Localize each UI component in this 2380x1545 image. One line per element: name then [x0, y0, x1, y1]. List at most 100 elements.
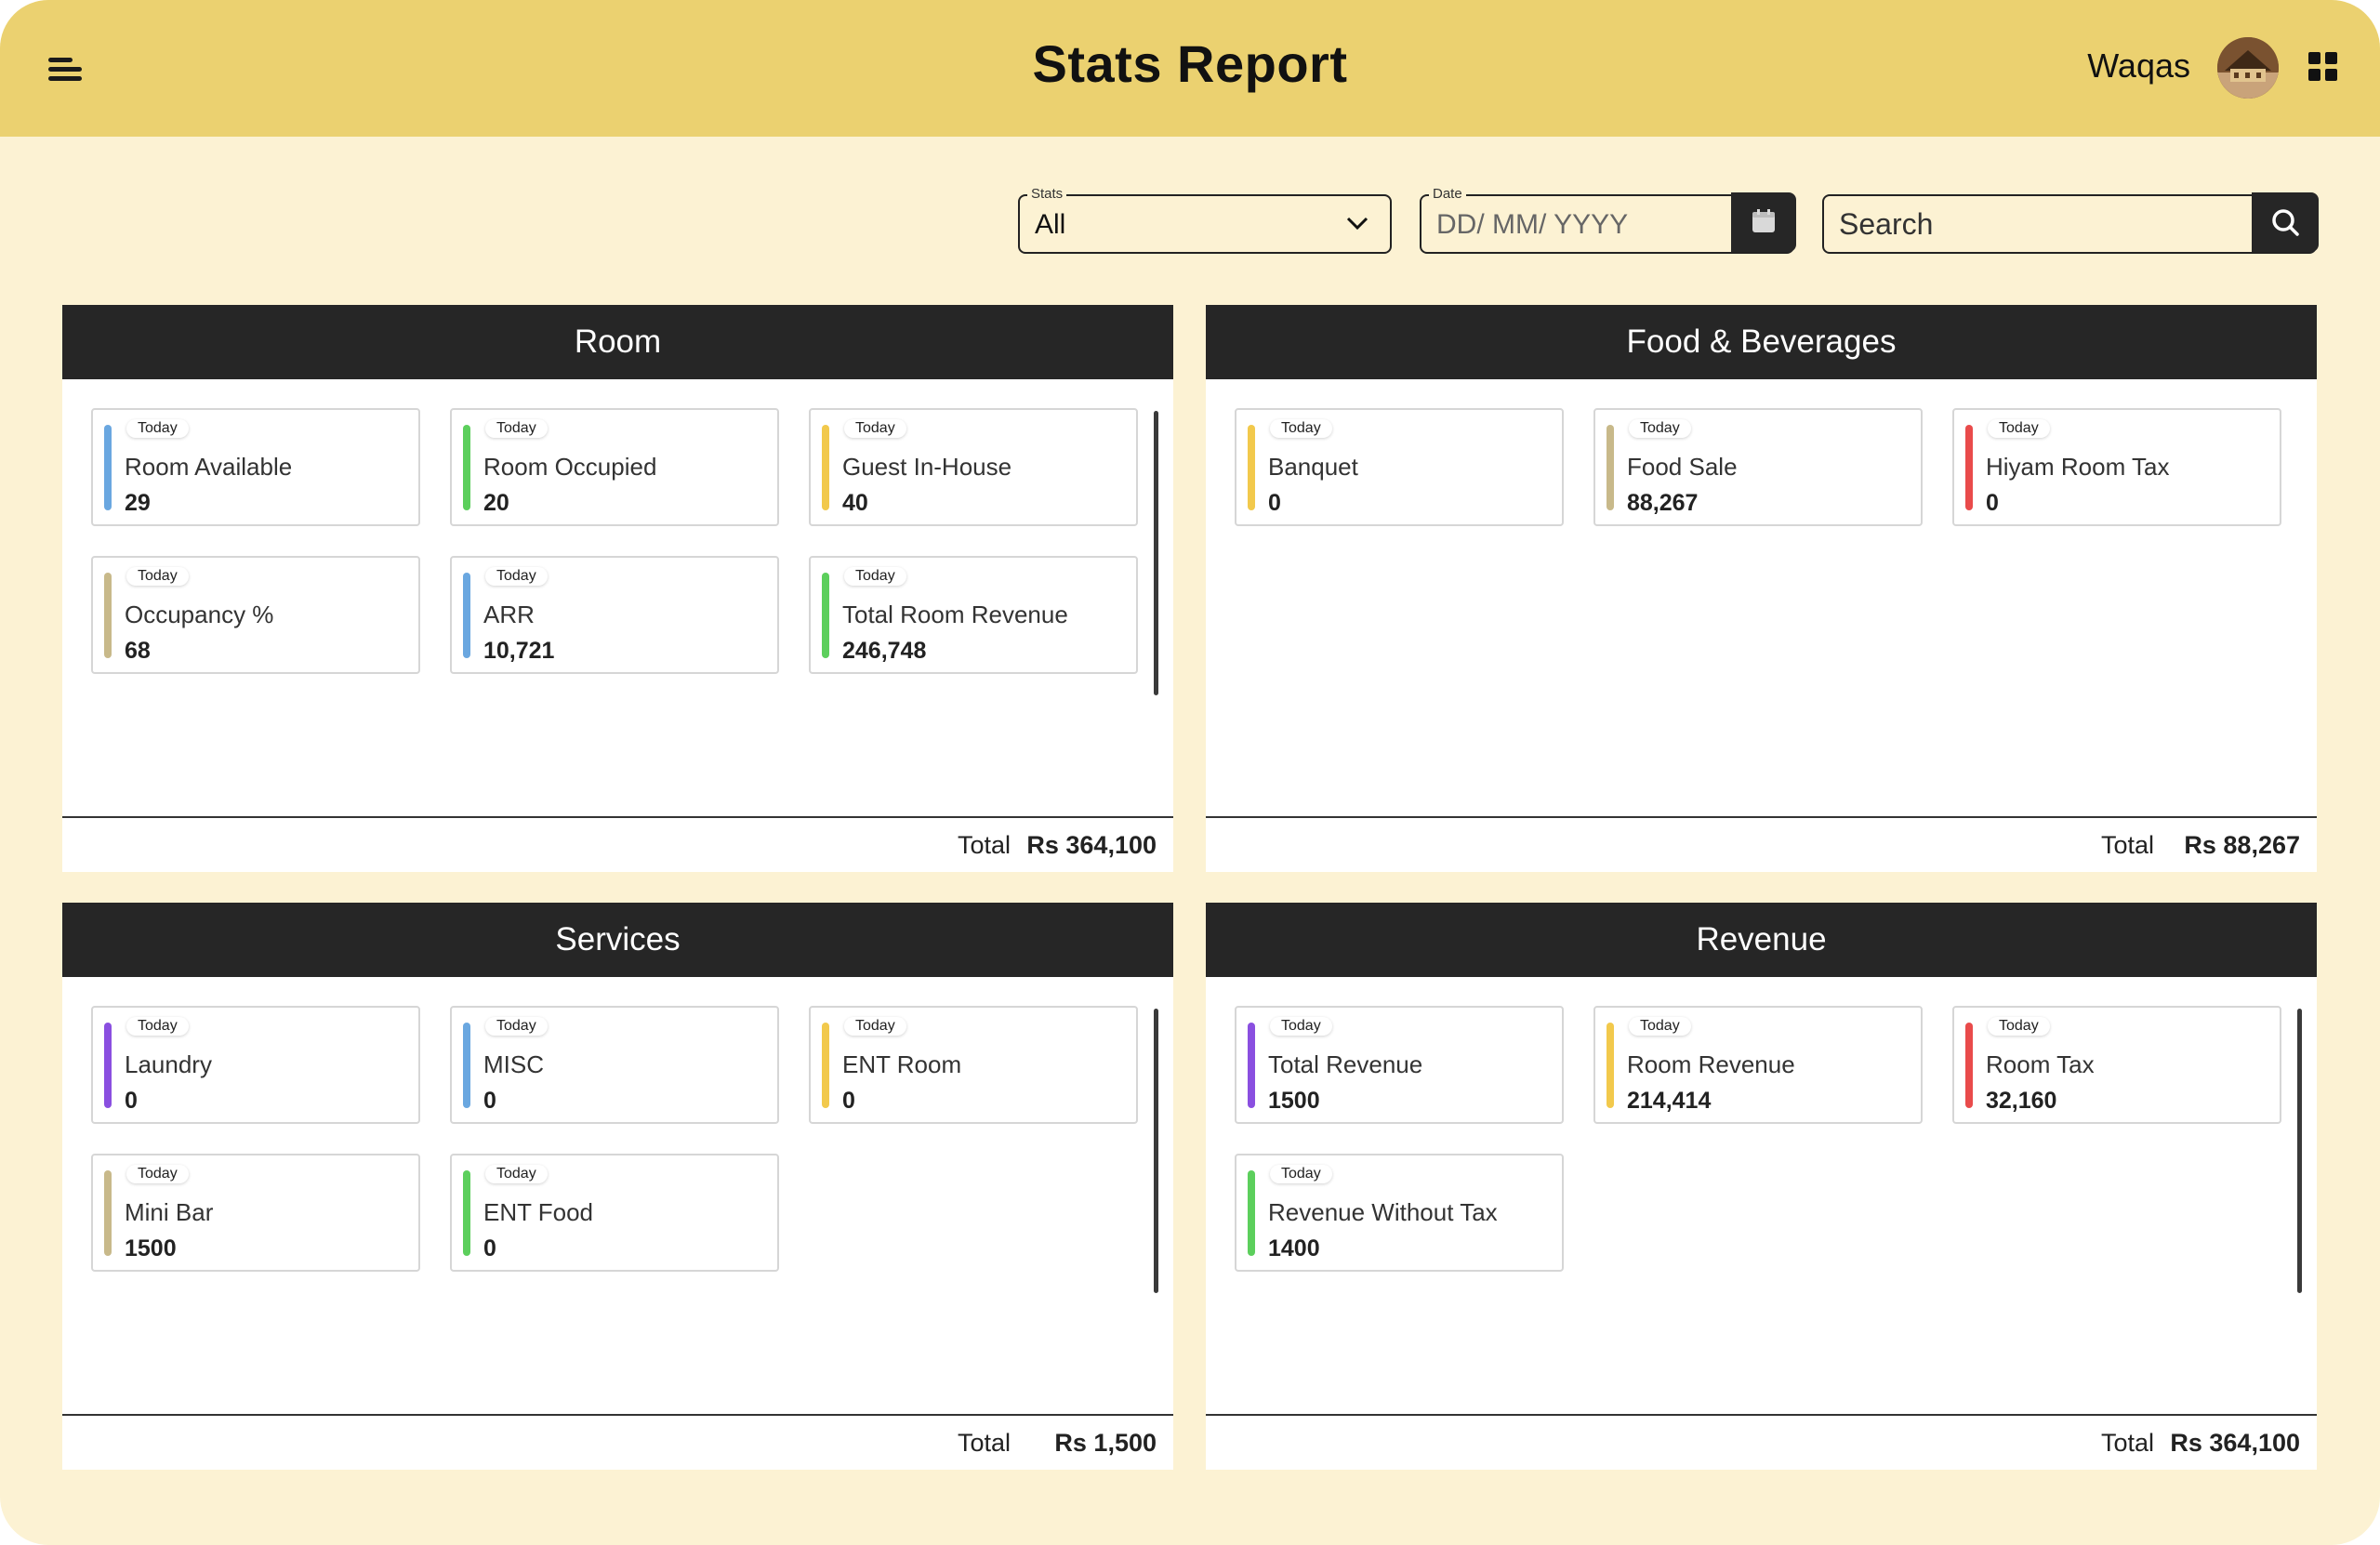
card-color-bar: [822, 1023, 829, 1108]
card-label: Occupancy %: [125, 601, 274, 628]
top-bar: Stats Report Waqas: [0, 0, 2380, 137]
card-badge: Today: [126, 1017, 189, 1036]
card-label: Banquet: [1268, 453, 1358, 481]
card-badge: Today: [1988, 419, 2050, 438]
card-label: Mini Bar: [125, 1198, 214, 1226]
room-panel: Room Today Room Available 29 Today Room …: [62, 305, 1173, 872]
search-box: [1822, 192, 2319, 254]
stat-card-arr[interactable]: Today ARR 10,721: [450, 556, 779, 674]
card-badge: Today: [126, 567, 189, 586]
stat-card-laundry[interactable]: Today Laundry 0: [91, 1006, 420, 1124]
stat-card-guest-in-house[interactable]: Today Guest In-House 40: [809, 408, 1138, 526]
card-color-bar: [1248, 1023, 1255, 1108]
card-value: 0: [1986, 490, 1999, 516]
stat-card-total-revenue[interactable]: Today Total Revenue 1500: [1235, 1006, 1564, 1124]
card-badge: Today: [485, 419, 548, 438]
stat-card-banquet[interactable]: Today Banquet 0: [1235, 408, 1564, 526]
revenue-panel-footer: Total Rs 364,100: [1206, 1414, 2317, 1470]
stat-card-mini-bar[interactable]: Today Mini Bar 1500: [91, 1154, 420, 1272]
stat-card-room-available[interactable]: Today Room Available 29: [91, 408, 420, 526]
card-badge: Today: [485, 1017, 548, 1036]
stat-card-room-occupied[interactable]: Today Room Occupied 20: [450, 408, 779, 526]
services-scrollbar[interactable]: [1154, 1009, 1158, 1293]
stat-card-total-room-revenue[interactable]: Today Total Room Revenue 246,748: [809, 556, 1138, 674]
card-value: 0: [483, 1088, 496, 1114]
card-label: Guest In-House: [842, 453, 1012, 481]
card-badge: Today: [1629, 419, 1691, 438]
revenue-panel: Revenue Today Total Revenue 1500 Today R…: [1206, 903, 2317, 1470]
card-label: Total Room Revenue: [842, 601, 1068, 628]
card-badge: Today: [844, 1017, 906, 1036]
card-badge: Today: [1988, 1017, 2050, 1036]
card-color-bar: [463, 1023, 470, 1108]
stat-card-room-revenue[interactable]: Today Room Revenue 214,414: [1593, 1006, 1923, 1124]
chevron-down-icon: [1346, 217, 1368, 231]
card-color-bar: [104, 573, 112, 658]
card-value: 20: [483, 490, 509, 516]
card-color-bar: [1606, 1023, 1614, 1108]
card-label: Laundry: [125, 1050, 212, 1078]
card-label: Room Available: [125, 453, 293, 481]
card-label: ARR: [483, 601, 535, 628]
stat-card-room-tax[interactable]: Today Room Tax 32,160: [1952, 1006, 2281, 1124]
calendar-button[interactable]: [1731, 192, 1796, 252]
card-badge: Today: [485, 567, 548, 586]
card-label: Total Revenue: [1268, 1050, 1423, 1078]
date-field-legend: Date: [1429, 186, 1466, 202]
services-panel: Services Today Laundry 0 Today MISC 0 To…: [62, 903, 1173, 1470]
card-color-bar: [1606, 425, 1614, 510]
card-color-bar: [104, 1023, 112, 1108]
total-label: Total: [2100, 831, 2154, 859]
card-value: 0: [842, 1088, 855, 1114]
room-scrollbar[interactable]: [1154, 411, 1158, 695]
card-color-bar: [463, 1170, 470, 1256]
stat-card-ent-room[interactable]: Today ENT Room 0: [809, 1006, 1138, 1124]
card-color-bar: [1965, 1023, 1973, 1108]
revenue-panel-title: Revenue: [1206, 903, 2317, 977]
card-value: 32,160: [1986, 1088, 2057, 1114]
card-value: 0: [125, 1088, 138, 1114]
card-value: 1500: [125, 1235, 177, 1261]
stat-card-hiyam-room-tax[interactable]: Today Hiyam Room Tax 0: [1952, 408, 2281, 526]
room-panel-footer: Total Rs 364,100: [62, 816, 1173, 872]
card-color-bar: [1248, 1170, 1255, 1256]
card-badge: Today: [1629, 1017, 1691, 1036]
total-value: Rs 1,500: [1054, 1429, 1157, 1457]
card-color-bar: [463, 573, 470, 658]
menu-icon[interactable]: [48, 56, 84, 82]
card-color-bar: [104, 425, 112, 510]
card-value: 40: [842, 490, 868, 516]
stat-card-food-sale[interactable]: Today Food Sale 88,267: [1593, 408, 1923, 526]
search-button[interactable]: [2252, 192, 2319, 252]
stat-card-occupancy[interactable]: Today Occupancy % 68: [91, 556, 420, 674]
stat-card-ent-food[interactable]: Today ENT Food 0: [450, 1154, 779, 1272]
stat-card-misc[interactable]: Today MISC 0: [450, 1006, 779, 1124]
stats-select-legend: Stats: [1027, 186, 1067, 202]
avatar[interactable]: [2217, 37, 2279, 99]
total-label: Total: [957, 831, 1011, 859]
stat-card-revenue-without-tax[interactable]: Today Revenue Without Tax 1400: [1235, 1154, 1564, 1272]
card-label: Food Sale: [1627, 453, 1738, 481]
food-panel-title: Food & Beverages: [1206, 305, 2317, 379]
card-value: 1400: [1268, 1235, 1320, 1261]
card-color-bar: [822, 425, 829, 510]
apps-grid-icon[interactable]: [2308, 52, 2338, 82]
card-color-bar: [463, 425, 470, 510]
search-input[interactable]: [1824, 196, 2222, 252]
card-value: 214,414: [1627, 1088, 1712, 1114]
user-name: Waqas: [2087, 46, 2190, 85]
card-label: Revenue Without Tax: [1268, 1198, 1498, 1226]
card-label: ENT Food: [483, 1198, 594, 1226]
total-value: Rs 88,267: [2184, 831, 2300, 859]
date-field[interactable]: Date DD/ MM/ YYYY: [1420, 186, 1796, 254]
total-label: Total: [957, 1429, 1011, 1457]
card-badge: Today: [126, 419, 189, 438]
card-value: 88,267: [1627, 490, 1699, 516]
revenue-scrollbar[interactable]: [2297, 1009, 2302, 1293]
card-value: 29: [125, 490, 151, 516]
card-value: 1500: [1268, 1088, 1320, 1114]
food-panel-footer: Total Rs 88,267: [1206, 816, 2317, 872]
calendar-icon: [1752, 209, 1775, 232]
stats-select[interactable]: Stats All: [1018, 186, 1392, 254]
